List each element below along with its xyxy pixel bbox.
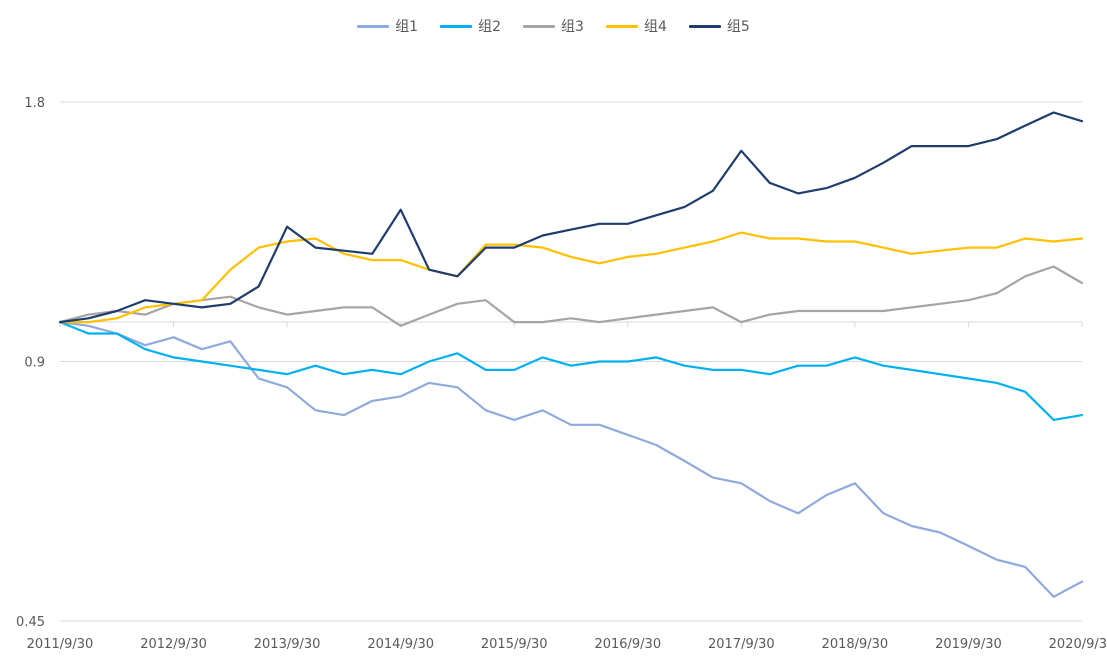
legend-label: 组1 [395, 19, 419, 35]
x-tick-label: 2015/9/30 [481, 637, 548, 652]
series-line-5 [58, 111, 1084, 324]
legend-item-2: 组2 [440, 16, 501, 36]
series-line-2 [58, 321, 1084, 421]
legend-label: 组4 [643, 19, 667, 35]
x-tick-label: 2014/9/30 [367, 637, 434, 652]
legend-label: 组3 [561, 19, 584, 35]
legend-item-5: 组5 [688, 16, 750, 36]
legend-swatch [440, 24, 473, 28]
x-tick-label: 2011/9/30 [27, 637, 94, 652]
legend-label: 组5 [726, 19, 750, 35]
series-line-3 [58, 265, 1084, 327]
legend-swatch [357, 24, 390, 28]
x-tick-label: 2013/9/30 [254, 637, 321, 652]
legend-swatch [688, 24, 721, 28]
x-tick-label: 2012/9/30 [140, 637, 207, 652]
x-tick-label: 2017/9/30 [708, 637, 775, 652]
y-tick-label: 0.9 [24, 356, 45, 371]
x-tick-label: 2019/9/30 [935, 637, 1002, 652]
y-tick-label: 1.8 [24, 96, 45, 111]
legend-item-3: 组3 [523, 16, 584, 36]
legend-swatch [523, 24, 556, 28]
legend-swatch [605, 24, 638, 28]
series-line-4 [58, 231, 1084, 324]
series-line-1 [58, 321, 1084, 598]
legend-item-1: 组1 [357, 16, 418, 36]
legend-label: 组2 [478, 19, 502, 35]
legend-item-4: 组4 [605, 16, 667, 36]
x-tick-label: 2020/9/30 [1049, 637, 1107, 652]
x-tick-label: 2016/9/30 [594, 637, 661, 652]
x-tick-label: 2018/9/30 [822, 637, 889, 652]
legend: 组1 组2 组3 组4 组5 [0, 16, 1107, 36]
y-tick-label: 0.45 [16, 615, 45, 630]
